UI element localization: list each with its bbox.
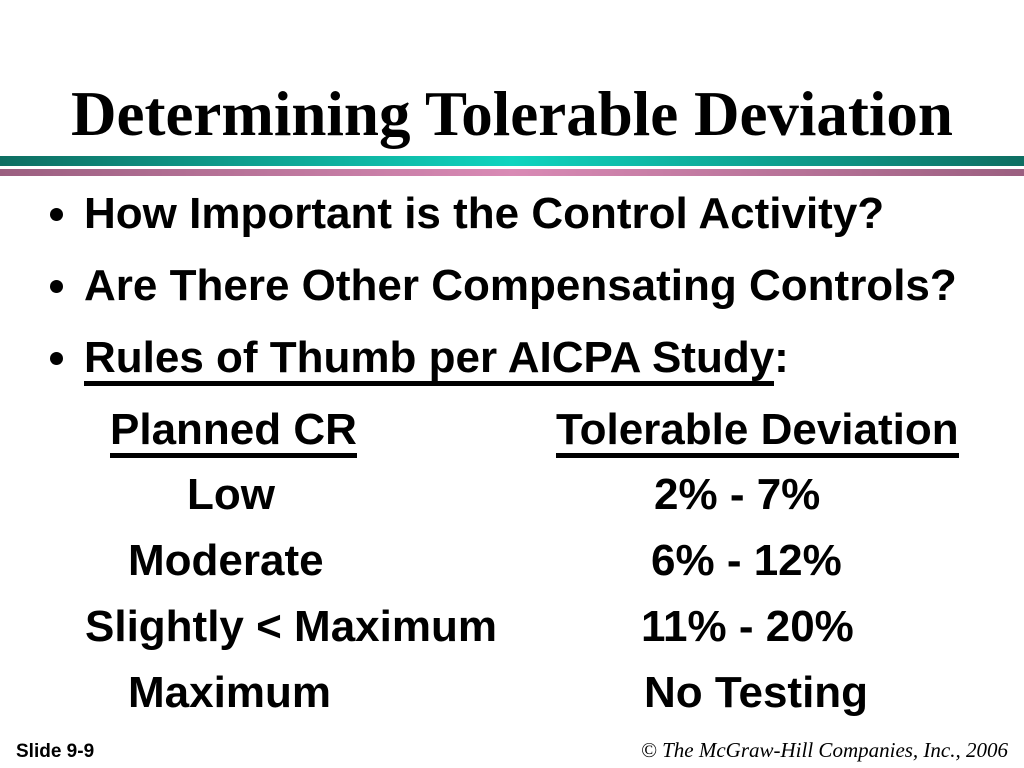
bullet-text: Are There Other Compensating Controls? [84,261,957,310]
column-header-planned-cr: Planned CR [110,408,357,458]
bullet-item-2: Are There Other Compensating Controls? [50,261,957,311]
bullet-text-suffix: : [774,333,789,382]
bullet-dot-icon [50,208,63,221]
cell-deviation: 6% - 12% [651,536,842,585]
bullet-text: How Important is the Control Activity? [84,189,885,238]
copyright-notice: © The McGraw-Hill Companies, Inc., 2006 [640,738,1008,762]
divider-pink-gradient-bar [0,169,1024,176]
column-header-tolerable-deviation: Tolerable Deviation [556,408,959,458]
divider-teal-gradient-bar [0,156,1024,166]
cell-deviation: 11% - 20% [641,602,854,651]
bullet-dot-icon [50,352,63,365]
bullet-dot-icon [50,280,63,293]
cell-planned-cr: Low [187,470,275,519]
cell-planned-cr: Maximum [128,668,331,717]
slide-title: Determining Tolerable Deviation [71,79,953,149]
slide-number: Slide 9-9 [16,741,95,762]
bullet-item-3: Rules of Thumb per AICPA Study: [50,333,789,386]
cell-deviation: 2% - 7% [654,470,821,519]
bullet-item-1: How Important is the Control Activity? [50,189,885,239]
bullet-text: Rules of Thumb per AICPA Study: [84,333,789,386]
cell-planned-cr: Slightly < Maximum [85,602,497,651]
bullet-text-underlined: Rules of Thumb per AICPA Study [84,336,775,386]
cell-planned-cr: Moderate [128,536,324,585]
cell-deviation: No Testing [644,668,869,717]
